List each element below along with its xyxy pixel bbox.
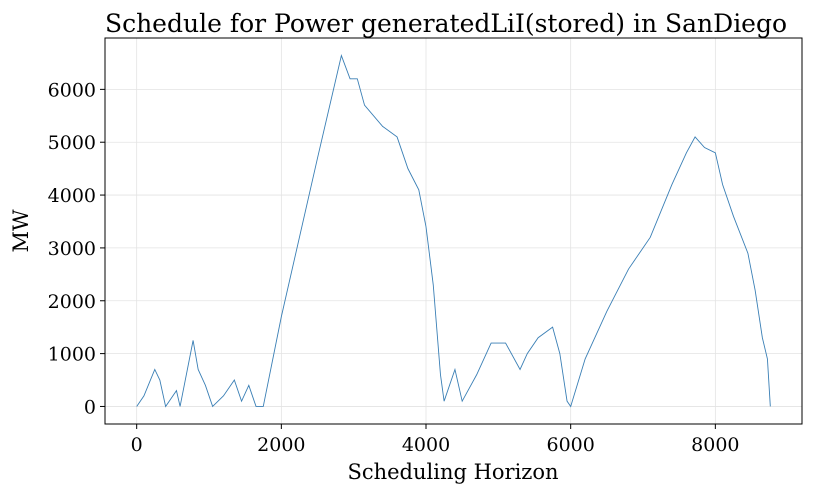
y-tick-label: 6000 [48,79,96,101]
chart-title: Schedule for Power generatedLiI(stored) … [105,9,787,38]
y-tick-label: 4000 [48,185,96,207]
y-tick-label: 0 [84,396,96,418]
y-tick-label: 2000 [48,291,96,313]
plot-frame [104,37,803,425]
x-tick-label: 4000 [402,434,450,456]
x-tick-label: 2000 [257,434,305,456]
y-axis-label: MW [9,209,33,253]
y-tick-label: 1000 [48,344,96,366]
x-tick-label: 6000 [546,434,594,456]
x-tick-label: 0 [131,434,143,456]
x-tick-label: 8000 [691,434,739,456]
y-tick-label: 3000 [48,238,96,260]
x-axis-label: Scheduling Horizon [347,460,558,484]
y-tick-label: 5000 [48,132,96,154]
data-line [136,53,771,408]
